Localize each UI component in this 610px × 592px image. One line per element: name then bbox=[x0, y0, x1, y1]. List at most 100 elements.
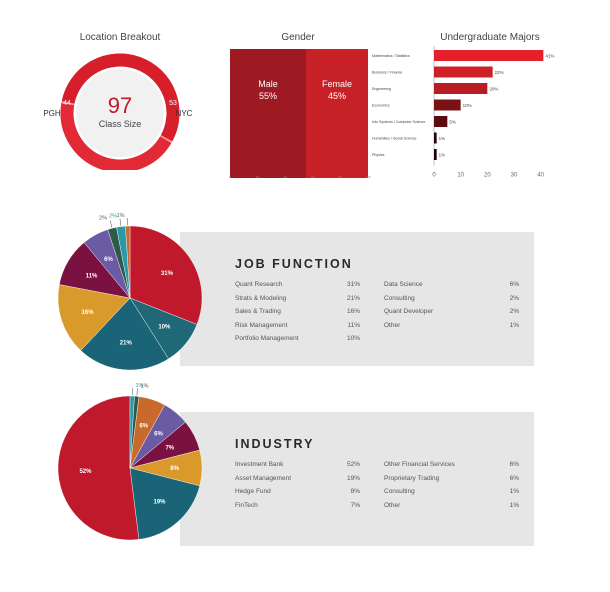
pie-small-label: 1% bbox=[136, 383, 144, 389]
pie-value-label: 21% bbox=[120, 340, 133, 346]
legend-pct: 31% bbox=[346, 281, 360, 288]
legend-label: Other bbox=[384, 321, 401, 329]
pie-small-label: 1% bbox=[141, 383, 149, 389]
gender-title: Gender bbox=[281, 32, 315, 43]
gender-bar-female bbox=[306, 49, 368, 178]
pie-value-label: 52% bbox=[79, 469, 92, 475]
female-value: 45% bbox=[328, 91, 346, 101]
majors-bar bbox=[434, 50, 544, 61]
legend-label: Quant Developer bbox=[384, 308, 434, 315]
majors-value-label: 20% bbox=[489, 87, 498, 92]
donut-center bbox=[76, 69, 164, 157]
majors-bar bbox=[434, 149, 437, 160]
majors-value-label: 22% bbox=[495, 70, 504, 75]
pie-value-label: 6% bbox=[154, 432, 163, 438]
pie-slice bbox=[80, 297, 169, 371]
gender-bar-male bbox=[230, 49, 306, 178]
legend-label: FinTech bbox=[235, 501, 258, 509]
pie-value-label: 16% bbox=[82, 310, 95, 316]
legend-pct: 2% bbox=[509, 294, 519, 302]
pie-slice bbox=[129, 225, 203, 325]
majors-category-label: Humanities / Social Science bbox=[372, 137, 417, 141]
legend-label: Proprietary Trading bbox=[384, 474, 440, 482]
legend-pct: 6% bbox=[509, 461, 519, 468]
majors-value-label: 5% bbox=[449, 120, 456, 125]
legend-pct: 1% bbox=[509, 501, 519, 509]
pie-value-label: 7% bbox=[165, 446, 174, 452]
legend-pct: 19% bbox=[346, 474, 360, 482]
gender-tick-label: 60 bbox=[311, 175, 315, 179]
pie-leader-line bbox=[119, 218, 122, 226]
legend-label: Other Financial Services bbox=[384, 461, 455, 468]
legend-pct: 52% bbox=[346, 461, 360, 468]
industry-panel: INDUSTRY Investment Bank 52% Asset Managem… bbox=[180, 412, 534, 546]
gender-tick-label: 100 bbox=[365, 175, 370, 179]
location-donut-svg: 97 Class Size 44 53 PGH NYC bbox=[43, 53, 193, 170]
class-size-value: 97 bbox=[108, 93, 132, 118]
pie-small-label: 1% bbox=[117, 213, 125, 219]
majors-bar bbox=[434, 132, 437, 144]
pie-value-label: 6% bbox=[104, 257, 113, 263]
gender-chart: Gender Male 55% Female 45% 0 20 40 60 80 100 bbox=[224, 30, 372, 180]
pie-value-label: 11% bbox=[86, 273, 98, 279]
legend-pct: 21% bbox=[346, 294, 360, 302]
majors-category-label: Info Systems / Computer Science bbox=[372, 120, 425, 124]
legend-pct: 1% bbox=[509, 488, 519, 495]
gender-tick-label: 40 bbox=[284, 175, 288, 179]
legend-pct: 16% bbox=[346, 308, 360, 315]
job-function-panel: JOB FUNCTION Quant Research 31% Strats & M… bbox=[180, 232, 534, 366]
pie-slice bbox=[57, 395, 140, 541]
majors-tick-label: 10 bbox=[457, 173, 464, 179]
female-label: Female bbox=[322, 79, 352, 89]
majors-bar bbox=[434, 99, 461, 111]
majors-bar bbox=[434, 66, 493, 78]
pie-value-label: 10% bbox=[158, 324, 171, 330]
industry-pie: 52% 1%1% 6% 6% 7% 8% 19% bbox=[57, 383, 203, 541]
gender-svg: Male 55% Female 45% 0 20 40 60 80 100 bbox=[229, 49, 371, 179]
pie-slice bbox=[57, 284, 131, 351]
legend-label: Investment Bank bbox=[235, 461, 284, 468]
majors-tick-label: 30 bbox=[511, 173, 518, 179]
majors-title: Undergraduate Majors bbox=[440, 32, 540, 43]
legend-label: Hedge Fund bbox=[235, 488, 271, 495]
pgh-label: PGH bbox=[43, 109, 61, 118]
legend-pct: 7% bbox=[350, 501, 360, 509]
majors-category-label: Economics bbox=[372, 104, 390, 108]
legend-pct: 6% bbox=[509, 474, 519, 482]
pie-small-label: 2% bbox=[109, 214, 117, 220]
legend-pct: 2% bbox=[509, 308, 519, 315]
majors-tick-label: 40 bbox=[537, 173, 544, 179]
gender-tick-label: 20 bbox=[256, 175, 260, 179]
majors-category-label: Physics bbox=[372, 153, 385, 157]
job-function-pie: 31%10%21%16%11%6%2% 2% 1% bbox=[57, 213, 203, 371]
location-breakout-chart: Location Breakout 97 Class Size 44 53 PG… bbox=[40, 30, 200, 170]
pie-value-label: 6% bbox=[139, 424, 148, 430]
majors-value-label: 41% bbox=[545, 54, 554, 59]
pie-slice bbox=[125, 225, 131, 299]
pie-value-label: 19% bbox=[154, 499, 167, 505]
male-label: Male bbox=[258, 79, 278, 89]
pie-small-label: 2% bbox=[99, 216, 107, 222]
majors-tick-label: 20 bbox=[484, 173, 491, 179]
legend-label: Portfolio Management bbox=[235, 335, 299, 342]
majors-value-label: 1% bbox=[439, 153, 446, 158]
legend-label: Strats & Modeling bbox=[235, 294, 287, 302]
majors-category-label: Business / Finance bbox=[372, 71, 402, 75]
gender-tick-label: 0 bbox=[229, 175, 231, 179]
pgh-value: 44 bbox=[63, 100, 71, 107]
legend-pct: 6% bbox=[509, 281, 519, 288]
majors-svg: Mathematics / Statistics 41% Business / Fi… bbox=[372, 46, 554, 179]
legend-label: Consulting bbox=[384, 294, 415, 302]
class-size-label: Class Size bbox=[99, 119, 142, 129]
pie-leader-line bbox=[109, 220, 113, 228]
legend-label: Consulting bbox=[384, 488, 415, 495]
majors-category-label: Engineering bbox=[372, 87, 391, 91]
male-value: 55% bbox=[259, 91, 277, 101]
legend-label: Asset Management bbox=[235, 474, 292, 482]
legend-label: Sales & Trading bbox=[235, 308, 281, 315]
gender-tick-label: 80 bbox=[339, 175, 343, 179]
pie-value-label: 31% bbox=[161, 271, 174, 277]
industry-title: INDUSTRY bbox=[235, 437, 315, 451]
legend-label: Data Science bbox=[384, 281, 423, 288]
nyc-value: 53 bbox=[169, 100, 177, 107]
